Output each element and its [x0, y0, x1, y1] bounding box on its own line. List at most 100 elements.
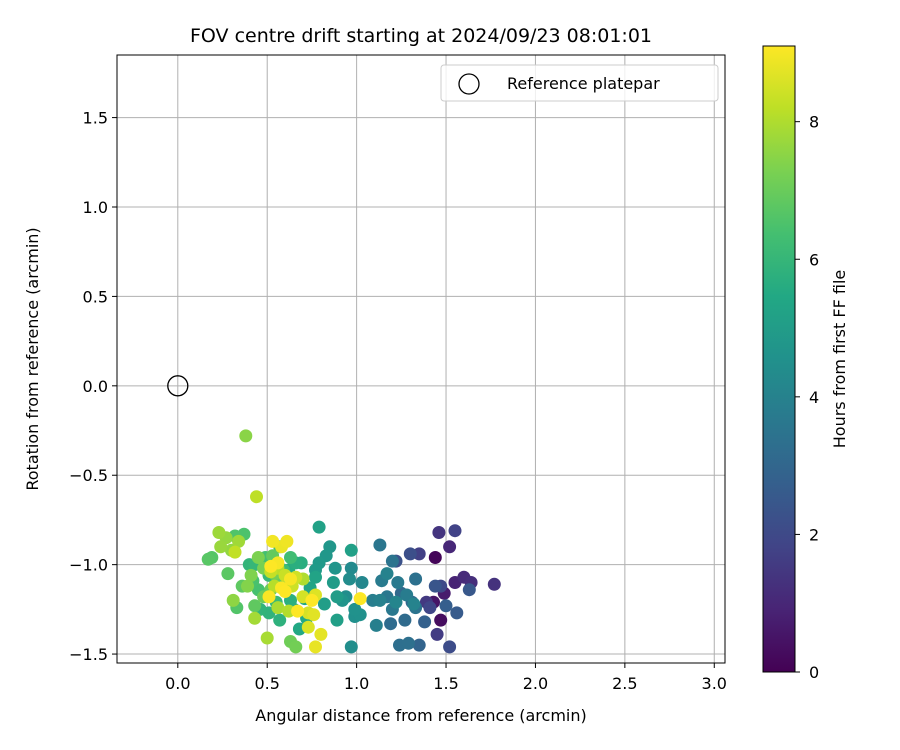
legend-box	[440, 64, 719, 102]
data-point	[448, 524, 462, 538]
y-tick-label: 1.0	[83, 198, 108, 217]
data-point	[212, 526, 226, 539]
data-point	[260, 631, 274, 645]
x-tick-label: 0.5	[254, 674, 279, 693]
data-point	[309, 570, 322, 584]
y-tick-label: −1.5	[69, 645, 108, 664]
colorbar-tick-label: 2	[809, 525, 819, 544]
data-point	[389, 595, 403, 609]
data-point	[355, 576, 369, 589]
data-point	[384, 617, 398, 631]
data-point	[317, 597, 331, 611]
data-point	[450, 606, 464, 620]
colorbar-tick-label: 8	[809, 113, 819, 132]
data-point	[221, 567, 235, 581]
data-point	[462, 583, 476, 597]
data-point	[282, 604, 296, 618]
data-point	[344, 543, 358, 557]
data-point	[266, 534, 280, 548]
colorbar-tick-label: 6	[809, 250, 819, 269]
data-point	[312, 520, 326, 534]
data-point	[248, 599, 262, 613]
data-point	[226, 593, 240, 607]
data-point	[328, 561, 342, 575]
data-point	[232, 534, 246, 548]
data-point	[228, 545, 242, 559]
data-point	[280, 534, 294, 548]
data-point	[201, 552, 215, 566]
data-point	[443, 540, 457, 554]
data-point	[305, 593, 319, 607]
data-point	[273, 613, 287, 627]
data-point	[380, 567, 394, 581]
reference-platepar-marker	[167, 375, 189, 397]
data-point	[251, 551, 265, 564]
grid	[117, 55, 725, 663]
colorbar-ticks: 0 2 4 6 8	[795, 113, 819, 682]
data-point	[314, 627, 328, 641]
data-point	[373, 538, 387, 552]
data-point	[398, 613, 412, 627]
data-point	[250, 490, 263, 504]
data-point	[344, 640, 358, 654]
data-point	[443, 640, 457, 654]
y-tick-label: 0.0	[83, 377, 108, 396]
data-point	[271, 601, 285, 615]
x-tick-label: 2.0	[523, 674, 548, 693]
data-point	[428, 551, 442, 564]
data-point	[262, 590, 276, 604]
data-point	[284, 572, 297, 586]
data-point	[248, 611, 262, 625]
x-axis-label: Angular distance from reference (arcmin)	[255, 706, 586, 725]
data-point	[412, 547, 426, 561]
data-point	[385, 554, 399, 568]
data-point	[430, 627, 444, 641]
reference-marker-group	[167, 375, 189, 397]
data-point	[214, 540, 228, 554]
data-point	[343, 572, 356, 586]
y-tick-label: 1.5	[83, 109, 108, 128]
data-point	[241, 579, 254, 593]
legend-marker-reference	[458, 73, 480, 95]
data-point	[301, 620, 315, 634]
data-point	[291, 604, 305, 618]
y-tick-label: 0.5	[83, 287, 108, 306]
data-point	[400, 588, 414, 602]
data-point	[369, 618, 383, 632]
plot-frame	[116, 54, 726, 664]
data-point	[439, 599, 453, 613]
x-axis-ticks: 0.0 0.5 1.0 1.5 2.0 2.5 3.0	[165, 663, 727, 693]
data-point	[432, 526, 446, 539]
data-point	[344, 561, 358, 575]
data-point	[434, 613, 448, 627]
colorbar-tick-label: 0	[809, 663, 819, 682]
legend: Reference platepar	[440, 64, 719, 102]
data-point	[423, 601, 437, 615]
y-tick-label: −0.5	[69, 466, 108, 485]
data-point	[278, 585, 292, 598]
colorbar-label: Hours from first FF file	[830, 270, 849, 449]
data-point	[239, 429, 253, 443]
data-point	[391, 576, 405, 589]
data-point	[309, 640, 322, 654]
data-points	[201, 429, 501, 654]
colorbar	[762, 45, 796, 673]
data-point	[373, 593, 387, 607]
data-point	[284, 551, 297, 564]
data-point	[330, 590, 344, 604]
data-point	[353, 592, 367, 606]
data-point	[402, 636, 415, 650]
y-tick-label: −1.0	[69, 556, 108, 575]
data-point	[326, 576, 340, 589]
data-point	[348, 602, 362, 616]
data-point	[244, 568, 258, 582]
chart-title: FOV centre drift starting at 2024/09/23 …	[190, 25, 652, 47]
data-point	[289, 640, 303, 654]
data-point	[307, 608, 321, 622]
y-axis-label: Rotation from reference (arcmin)	[23, 227, 42, 490]
data-point	[428, 579, 442, 593]
data-point	[412, 638, 426, 652]
data-point	[487, 577, 501, 591]
plot-area	[117, 55, 725, 663]
